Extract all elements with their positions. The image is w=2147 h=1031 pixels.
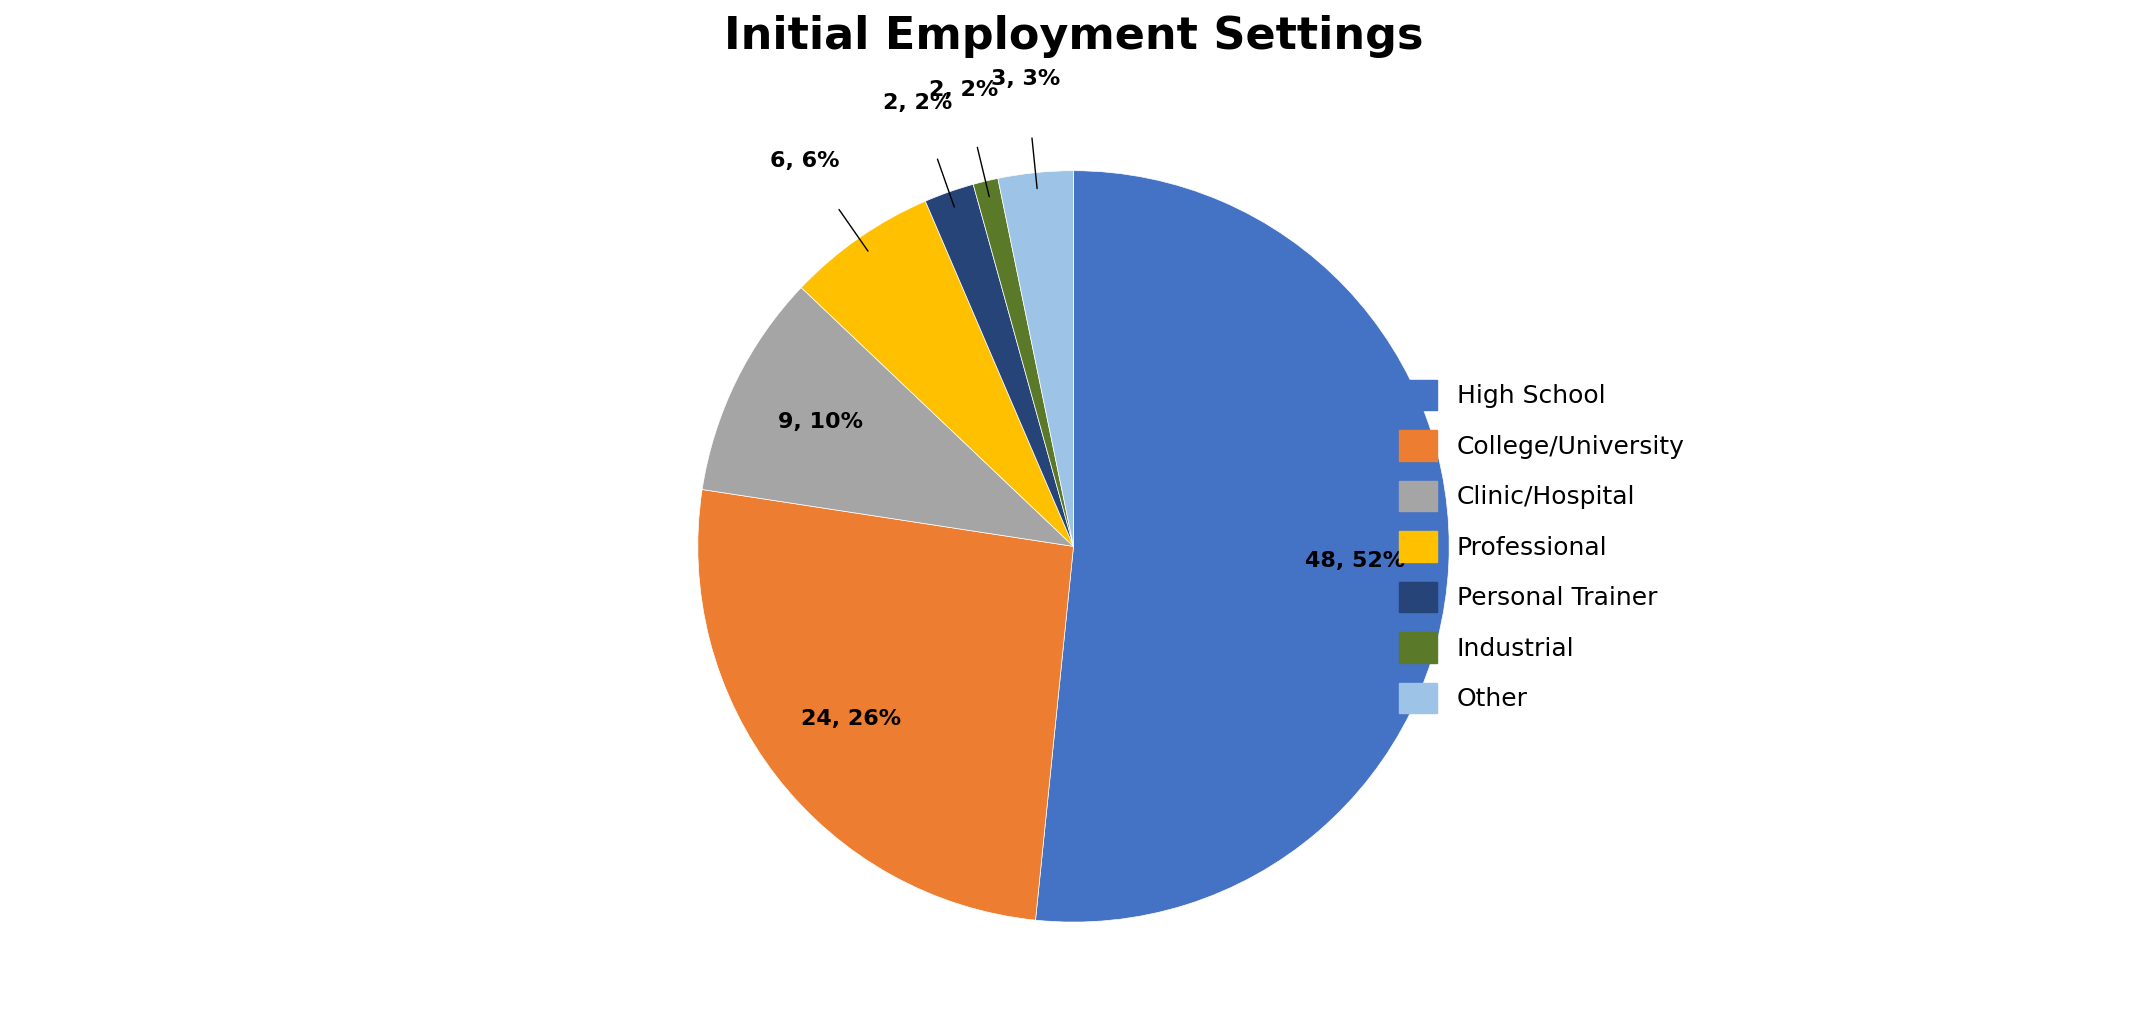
Wedge shape: [801, 201, 1074, 546]
Text: 2, 2%: 2, 2%: [930, 79, 998, 100]
Text: 48, 52%: 48, 52%: [1305, 551, 1404, 571]
Wedge shape: [925, 185, 1074, 546]
Text: 24, 26%: 24, 26%: [801, 709, 902, 729]
Wedge shape: [702, 288, 1074, 546]
Wedge shape: [973, 178, 1074, 546]
Text: 3, 3%: 3, 3%: [992, 69, 1061, 90]
Title: Initial Employment Settings: Initial Employment Settings: [724, 15, 1423, 58]
Text: 2, 2%: 2, 2%: [882, 94, 953, 113]
Text: 9, 10%: 9, 10%: [777, 412, 863, 432]
Wedge shape: [698, 490, 1074, 920]
Legend: High School, College/University, Clinic/Hospital, Professional, Personal Trainer: High School, College/University, Clinic/…: [1387, 367, 1696, 726]
Text: 6, 6%: 6, 6%: [771, 151, 839, 171]
Wedge shape: [998, 171, 1074, 546]
Wedge shape: [1035, 171, 1449, 922]
